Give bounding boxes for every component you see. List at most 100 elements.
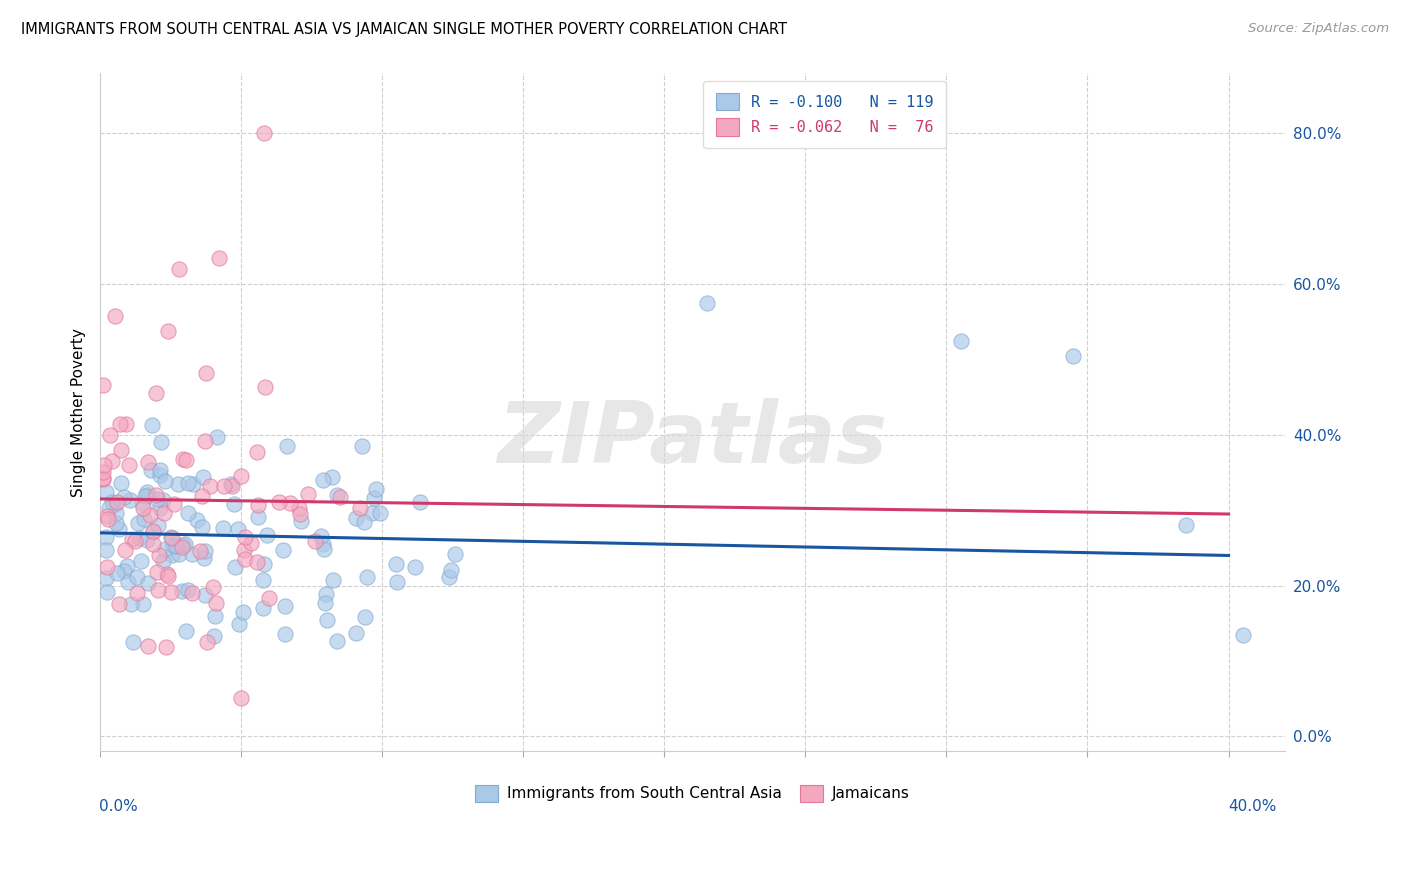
Point: [311, 529, 333, 543]
Point: [368, 506, 391, 520]
Point: [104, 516, 127, 530]
Point: [152, 554, 174, 568]
Point: [148, 548, 170, 562]
Point: [440, 563, 463, 577]
Point: [204, 609, 226, 624]
Point: [191, 470, 214, 484]
Point: [132, 512, 155, 526]
Point: [228, 617, 250, 632]
Point: [207, 251, 229, 265]
Point: [257, 591, 280, 606]
Point: [117, 575, 139, 590]
Point: [104, 497, 127, 511]
Point: [353, 516, 375, 530]
Point: [191, 489, 214, 503]
Point: [224, 497, 246, 511]
Point: [177, 506, 200, 520]
Point: [247, 498, 270, 512]
Point: [177, 582, 200, 597]
Point: [221, 479, 243, 493]
Point: [97, 500, 120, 515]
Point: [247, 509, 270, 524]
Point: [181, 585, 204, 599]
Point: [288, 508, 311, 522]
Point: [155, 567, 177, 582]
Point: [193, 551, 215, 566]
Point: [1175, 518, 1198, 533]
Point: [172, 538, 194, 552]
Point: [214, 479, 236, 493]
Point: [134, 489, 156, 503]
Point: [329, 491, 352, 505]
Point: [138, 508, 160, 522]
Point: [186, 513, 208, 527]
Point: [344, 625, 367, 640]
Point: [354, 610, 377, 624]
Point: [142, 524, 165, 538]
Point: [136, 640, 159, 654]
Point: [194, 434, 217, 448]
Point: [96, 508, 118, 523]
Point: [444, 548, 467, 562]
Point: [167, 476, 190, 491]
Point: [314, 596, 336, 610]
Point: [253, 557, 276, 571]
Point: [101, 454, 124, 468]
Point: [1062, 349, 1084, 363]
Point: [98, 427, 121, 442]
Point: [153, 474, 176, 488]
Point: [177, 476, 200, 491]
Point: [101, 495, 124, 509]
Point: [148, 583, 170, 598]
Point: [135, 485, 157, 500]
Point: [114, 542, 136, 557]
Point: [163, 497, 186, 511]
Point: [153, 541, 176, 556]
Point: [409, 495, 432, 509]
Point: [120, 598, 142, 612]
Point: [141, 417, 163, 432]
Point: [104, 506, 127, 520]
Point: [240, 536, 263, 550]
Point: [233, 530, 256, 544]
Point: [356, 570, 378, 584]
Point: [174, 624, 197, 639]
Point: [437, 569, 460, 583]
Point: [205, 596, 228, 610]
Point: [91, 473, 114, 487]
Point: [385, 574, 408, 589]
Point: [205, 430, 228, 444]
Point: [165, 540, 187, 554]
Point: [136, 576, 159, 591]
Point: [297, 487, 319, 501]
Point: [127, 586, 149, 600]
Point: [162, 531, 184, 545]
Text: IMMIGRANTS FROM SOUTH CENTRAL ASIA VS JAMAICAN SINGLE MOTHER POVERTY CORRELATION: IMMIGRANTS FROM SOUTH CENTRAL ASIA VS JA…: [21, 22, 787, 37]
Point: [321, 470, 343, 484]
Point: [96, 560, 118, 574]
Point: [131, 496, 153, 510]
Point: [167, 547, 190, 561]
Point: [96, 585, 118, 599]
Point: [131, 501, 153, 516]
Point: [1232, 627, 1254, 641]
Point: [105, 566, 128, 580]
Point: [142, 524, 165, 539]
Point: [190, 520, 212, 534]
Point: [118, 458, 141, 472]
Point: [97, 512, 120, 526]
Point: [155, 640, 177, 655]
Point: [94, 571, 117, 585]
Point: [94, 542, 117, 557]
Point: [269, 495, 291, 509]
Point: [149, 435, 172, 450]
Point: [146, 491, 169, 506]
Point: [148, 468, 170, 483]
Point: [142, 536, 165, 550]
Point: [114, 491, 136, 505]
Point: [135, 533, 157, 548]
Point: [170, 540, 193, 554]
Point: [148, 517, 170, 532]
Point: [91, 471, 114, 485]
Point: [91, 378, 114, 392]
